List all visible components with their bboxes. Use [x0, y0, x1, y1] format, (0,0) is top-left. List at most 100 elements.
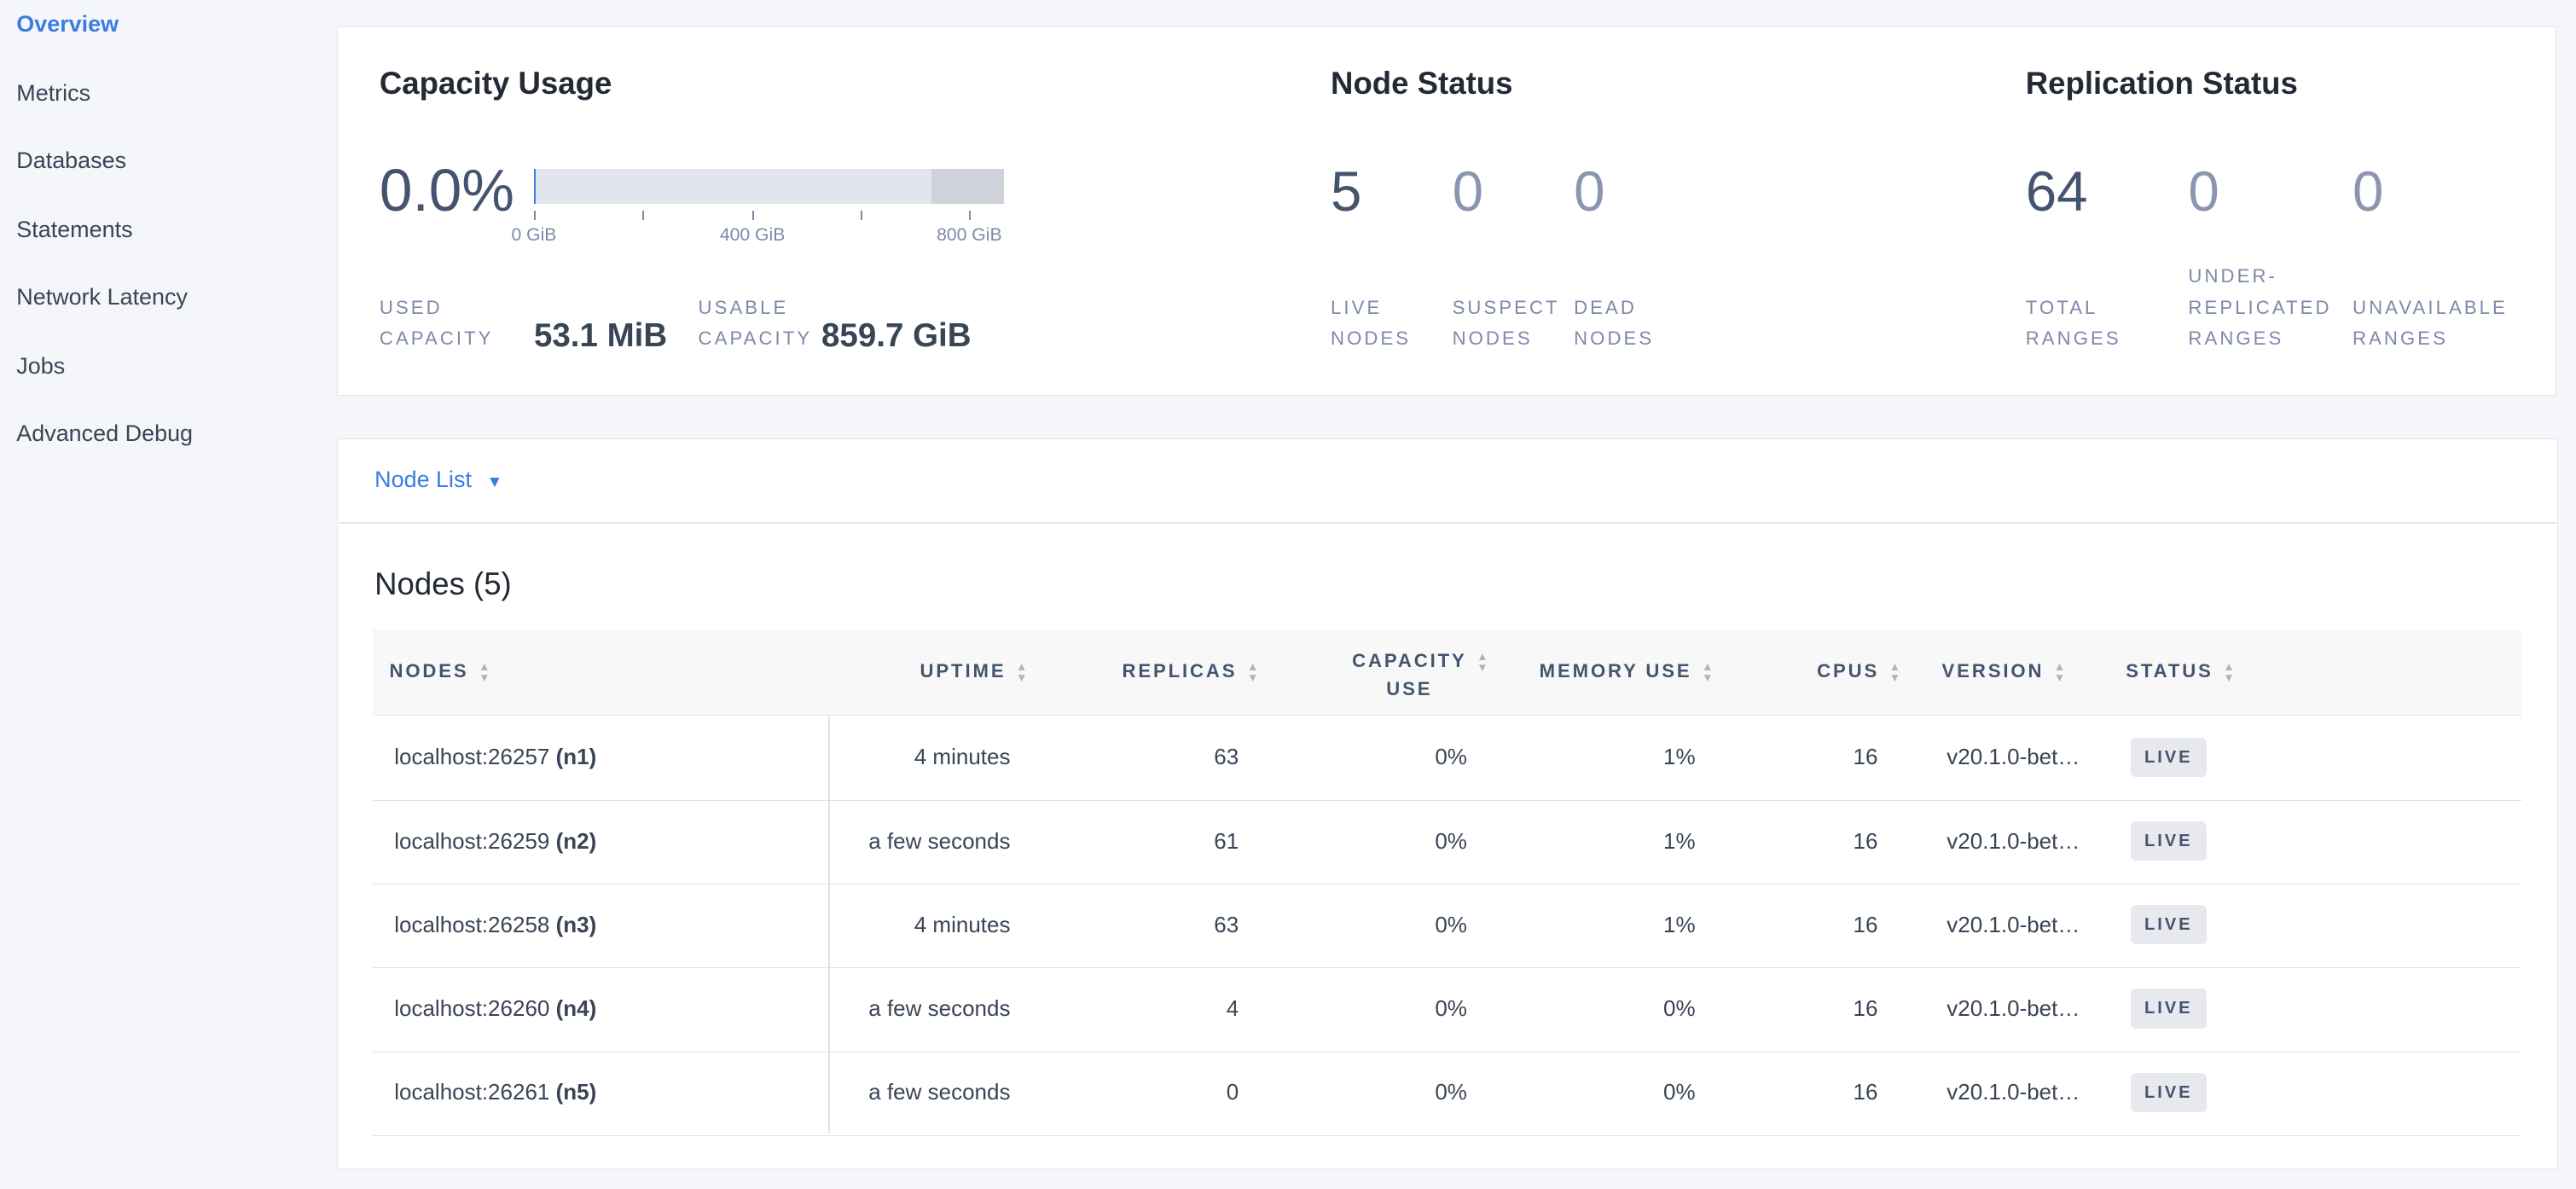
used-capacity-label: USED CAPACITY: [380, 293, 494, 355]
memory-use-cell: 0%: [1663, 1079, 1696, 1105]
node-link[interactable]: localhost:26258 (n3): [394, 912, 596, 938]
memory-use-cell: 1%: [1663, 827, 1696, 854]
sidebar-item-network-latency[interactable]: Network Latency: [16, 284, 188, 310]
column-header-cpus[interactable]: CPUS ▲ ▼: [1817, 660, 1903, 684]
node-link[interactable]: localhost:26260 (n4): [394, 995, 596, 1022]
suspect-nodes-label: SUSPECT NODES: [1453, 293, 1560, 355]
status-badge: LIVE: [2131, 905, 2207, 945]
column-header-uptime[interactable]: UPTIME ▲ ▼: [920, 660, 1030, 684]
node-link[interactable]: localhost:26261 (n5): [394, 1079, 596, 1105]
table-row: localhost:26258 (n3) 4 minutes 63 0% 1% …: [373, 884, 2522, 969]
column-divider: [827, 716, 830, 1134]
usable-capacity-label: USABLE CAPACITY: [699, 293, 813, 355]
label-line: USABLE: [698, 296, 789, 318]
capacity-use-cell: 0%: [1435, 911, 1467, 937]
cpus-cell: 16: [1853, 911, 1878, 937]
node-list-dropdown[interactable]: Node List ▼: [374, 467, 502, 493]
capacity-bar-reserved: [931, 169, 1004, 204]
total-ranges-count: 64: [2025, 160, 2088, 223]
status-badge: LIVE: [2131, 989, 2207, 1029]
unavailable-ranges-count: 0: [2353, 160, 2384, 223]
memory-use-cell: 1%: [1663, 911, 1696, 937]
memory-use-cell: 1%: [1663, 744, 1696, 770]
sidebar-item-advanced-debug[interactable]: Advanced Debug: [16, 420, 194, 447]
label-line: NODES: [1331, 328, 1412, 350]
axis-tick: [752, 210, 755, 221]
suspect-nodes-count: 0: [1452, 160, 1483, 223]
used-capacity-value: 53.1 MiB: [533, 316, 668, 354]
header-label: REPLICAS: [1122, 660, 1238, 682]
label-line: NODES: [1452, 328, 1533, 350]
cpus-cell: 16: [1853, 1079, 1878, 1105]
node-list-card: [336, 438, 2558, 1170]
node-link[interactable]: localhost:26257 (n1): [394, 744, 596, 770]
node-id: (n3): [555, 911, 597, 937]
version-cell: v20.1.0-bet…: [1947, 995, 2080, 1022]
table-row: localhost:26257 (n1) 4 minutes 63 0% 1% …: [373, 716, 2522, 801]
sidebar-item-metrics[interactable]: Metrics: [16, 80, 91, 107]
tick-label: 400 GiB: [719, 224, 786, 245]
node-id: (n4): [555, 995, 597, 1022]
replicas-cell: 4: [1226, 995, 1239, 1022]
column-header-status[interactable]: STATUS ▲ ▼: [2126, 660, 2237, 684]
live-nodes-label: LIVE NODES: [1331, 293, 1411, 355]
cpus-cell: 16: [1853, 744, 1878, 770]
sidebar-item-overview[interactable]: Overview: [16, 11, 119, 38]
sidebar-item-jobs[interactable]: Jobs: [16, 353, 66, 380]
status-badge: LIVE: [2131, 821, 2207, 861]
node-id: (n5): [555, 1079, 597, 1105]
version-cell: v20.1.0-bet…: [1947, 911, 2080, 937]
version-cell: v20.1.0-bet…: [1947, 827, 2080, 854]
sidebar-item-databases[interactable]: Databases: [16, 148, 127, 174]
label-line: CAPACITY: [379, 328, 494, 350]
label-line: DEAD: [1574, 296, 1637, 318]
axis-tick: [969, 210, 972, 221]
label-line: REPLICATED: [2188, 296, 2332, 318]
replicas-cell: 61: [1214, 827, 1239, 854]
column-header-nodes[interactable]: NODES ▲ ▼: [389, 660, 492, 684]
header-label: CPUS: [1817, 660, 1880, 682]
node-link[interactable]: localhost:26259 (n2): [394, 828, 596, 855]
cpus-cell: 16: [1853, 995, 1878, 1022]
label-line: RANGES: [2188, 328, 2284, 350]
node-id: (n2): [555, 827, 597, 854]
capacity-bar: [533, 169, 1004, 204]
column-header-replicas[interactable]: REPLICAS ▲ ▼: [1122, 660, 1261, 684]
header-label: USE: [1386, 677, 1433, 699]
replicas-cell: 63: [1214, 911, 1239, 937]
uptime-cell: 4 minutes: [914, 744, 1011, 770]
capacity-percent: 0.0%: [379, 156, 514, 223]
status-badge: LIVE: [2131, 1072, 2207, 1112]
dead-nodes-label: DEAD NODES: [1574, 293, 1654, 355]
capacity-use-cell: 0%: [1435, 995, 1467, 1022]
uptime-cell: 4 minutes: [914, 911, 1011, 937]
under-replicated-label: UNDER- REPLICATED RANGES: [2188, 261, 2331, 355]
label-line: CAPACITY: [698, 328, 813, 350]
memory-use-cell: 0%: [1663, 995, 1696, 1022]
total-ranges-label: TOTAL RANGES: [2026, 293, 2121, 355]
node-address: localhost:26258: [394, 911, 550, 937]
column-header-memory-use[interactable]: MEMORY USE ▲ ▼: [1540, 660, 1716, 684]
column-header-capacity-use[interactable]: CAPACITY USE ▲ ▼: [1352, 647, 1490, 703]
axis-tick: [533, 210, 536, 221]
node-address: localhost:26260: [394, 995, 550, 1022]
label-line: LIVE: [1331, 296, 1383, 318]
cluster-summary-card: [336, 26, 2556, 397]
sidebar-item-statements[interactable]: Statements: [16, 217, 133, 243]
capacity-use-cell: 0%: [1435, 827, 1467, 854]
unavailable-ranges-label: UNAVAILABLE RANGES: [2353, 293, 2508, 355]
sort-icon: ▲ ▼: [1477, 649, 1491, 675]
header-label: CAPACITY: [1352, 649, 1467, 671]
nodes-heading: Nodes (5): [374, 566, 512, 602]
status-badge: LIVE: [2131, 737, 2207, 777]
axis-tick: [861, 210, 863, 221]
version-cell: v20.1.0-bet…: [1947, 744, 2080, 770]
sort-icon: ▲ ▼: [2053, 659, 2068, 685]
header-label: VERSION: [1941, 660, 2045, 682]
sort-icon: ▲ ▼: [2223, 659, 2237, 685]
replicas-cell: 63: [1214, 744, 1239, 770]
column-header-version[interactable]: VERSION ▲ ▼: [1942, 660, 2068, 684]
capacity-bar-fill: [533, 169, 536, 204]
live-nodes-count: 5: [1331, 160, 1362, 223]
table-row: localhost:26259 (n2) a few seconds 61 0%…: [373, 800, 2522, 885]
